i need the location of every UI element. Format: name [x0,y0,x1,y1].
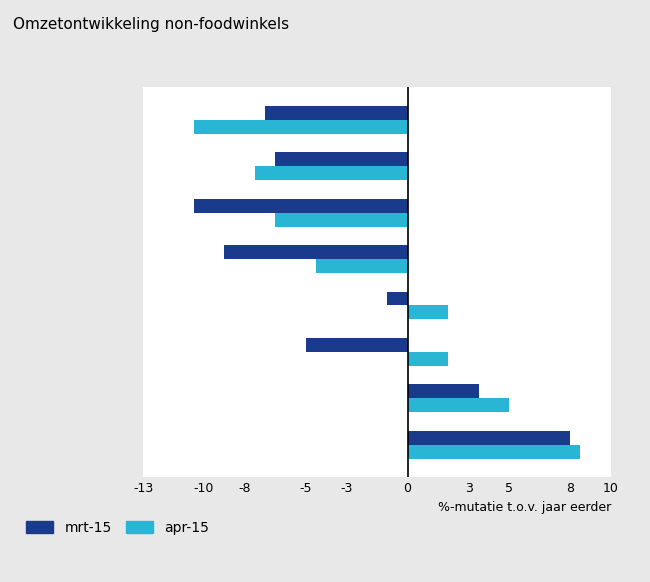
Bar [265,106,408,120]
X-axis label: %-mutatie t.o.v. jaar eerder: %-mutatie t.o.v. jaar eerder [437,501,611,514]
Bar [408,398,509,412]
Bar [408,445,580,459]
Bar [408,306,448,320]
Bar [408,431,570,445]
Bar [194,198,408,212]
Bar [224,245,408,259]
Bar [408,384,479,398]
Text: Omzetontwikkeling non-foodwinkels: Omzetontwikkeling non-foodwinkels [13,17,289,33]
Bar [387,292,408,306]
Bar [255,166,408,180]
Bar [194,120,408,134]
Legend: mrt-15, apr-15: mrt-15, apr-15 [20,515,215,540]
Bar [306,338,408,352]
Bar [275,212,408,226]
Bar [408,352,448,366]
Bar [275,152,408,166]
Bar [316,259,408,273]
